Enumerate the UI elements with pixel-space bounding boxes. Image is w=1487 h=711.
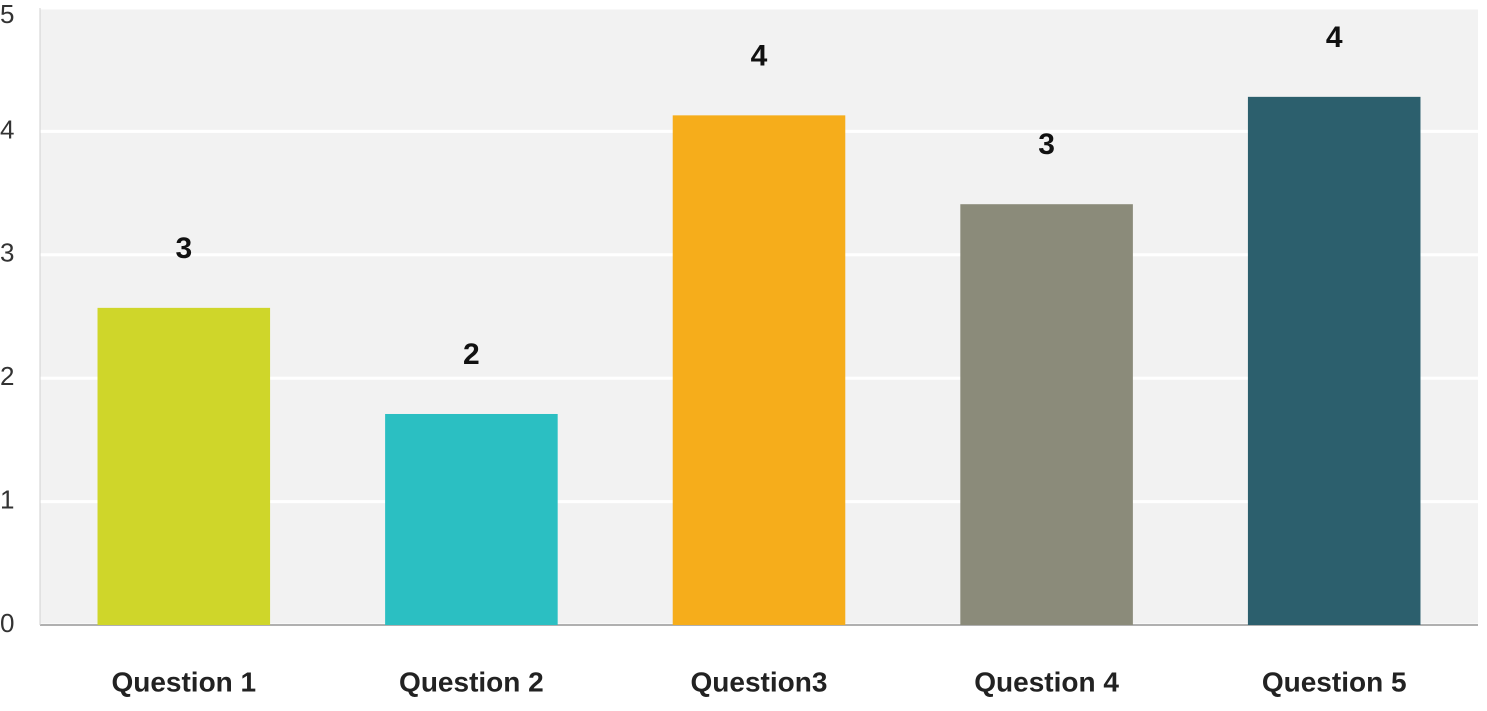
value-label: 3 [175,232,192,265]
value-label: 3 [1038,128,1055,161]
y-tick-label: 4 [0,114,14,144]
x-tick-label: Question 4 [974,666,1119,697]
value-label: 4 [751,39,768,72]
bar [960,204,1133,625]
value-label: 4 [1326,21,1343,54]
bar [672,115,846,625]
y-tick-label: 2 [0,361,14,391]
x-tick-label: Question3 [691,666,828,697]
bar [97,307,271,625]
y-tick-label: 5 [0,0,14,29]
y-tick-label: 0 [0,608,14,638]
value-label: 2 [463,338,480,371]
y-tick-label: 3 [0,238,14,268]
x-tick-label: Question 1 [111,666,256,697]
y-tick-label: 1 [0,484,14,514]
bar [385,413,558,625]
bar [1247,96,1421,625]
x-tick-label: Question 2 [399,666,544,697]
x-tick-label: Question 5 [1262,666,1407,697]
